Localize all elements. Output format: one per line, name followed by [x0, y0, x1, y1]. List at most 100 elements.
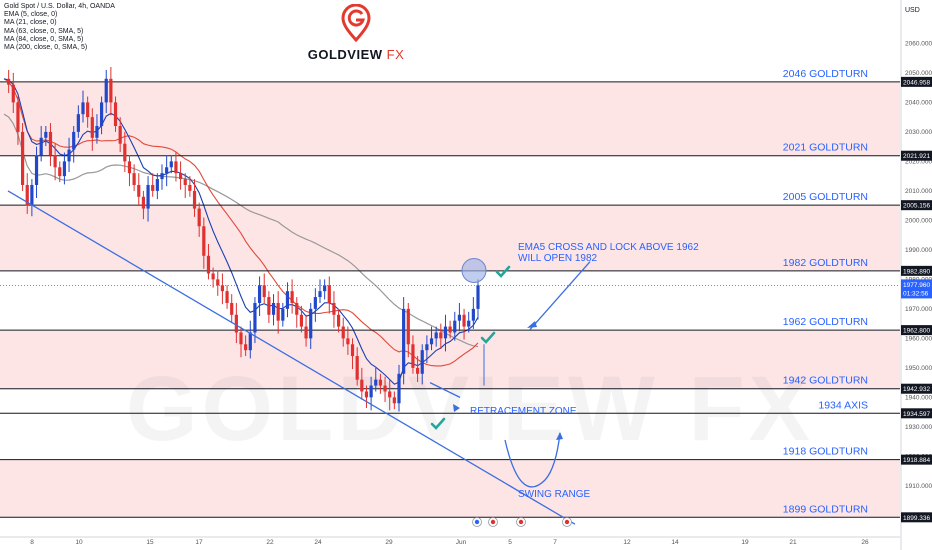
brand-name-suffix: FX — [386, 47, 405, 62]
x-tick-label: 19 — [741, 539, 749, 546]
zone-band-0 — [0, 81, 900, 156]
candle-body — [76, 114, 80, 132]
candle-body — [90, 117, 94, 138]
level-label: 1918 GOLDTURN — [783, 446, 868, 458]
price-tag-label: 1942.932 — [903, 386, 930, 393]
legend-ma63: MA (63, close, 0, SMA, 5) — [4, 27, 84, 35]
candle-body — [160, 173, 164, 180]
current-price-label: 1977.960 — [903, 282, 930, 289]
price-tag-label: 2046.958 — [903, 79, 930, 86]
candle-body — [476, 285, 480, 309]
candle-body — [192, 190, 197, 209]
candle-body — [132, 173, 136, 185]
candle-body — [429, 338, 434, 345]
candle-body — [295, 302, 299, 315]
candle-body — [244, 344, 248, 351]
candle-body — [323, 285, 327, 292]
candle-body — [369, 385, 373, 398]
candle-body — [34, 155, 39, 185]
annotation-text: EMA5 CROSS AND LOCK ABOVE 1962 — [518, 242, 699, 253]
candle-body — [11, 84, 15, 103]
candle-body — [113, 102, 118, 126]
y-tick-label: 2040.000 — [905, 99, 932, 106]
candle-body — [104, 78, 108, 103]
goldview-logo-icon — [341, 3, 371, 43]
candle-body — [364, 391, 369, 398]
event-marker-dot — [490, 519, 496, 525]
price-tag — [901, 383, 932, 394]
annotation-text: WILL OPEN 1982 — [518, 253, 598, 264]
price-tag — [901, 325, 932, 336]
candle-body — [388, 391, 392, 398]
swing-arrowhead — [556, 432, 563, 440]
price-tag-label: 1918.884 — [903, 457, 930, 464]
price-tag-label: 1899.336 — [903, 515, 930, 522]
candle-body — [16, 102, 20, 132]
candle-body — [257, 285, 262, 303]
candle-body — [355, 356, 359, 380]
swing-curve — [504, 432, 561, 488]
candle-body — [123, 143, 127, 162]
candle-body — [336, 314, 341, 327]
x-tick-label: 15 — [146, 539, 154, 546]
candle-body — [411, 344, 415, 368]
candle-body — [271, 302, 276, 315]
level-label: 2021 GOLDTURN — [783, 142, 868, 154]
candle-body — [137, 184, 141, 197]
candle-body — [290, 291, 294, 303]
y-tick-label: 1930.000 — [905, 424, 932, 431]
candle-body — [169, 161, 173, 168]
price-tag — [901, 512, 932, 523]
candle-body — [48, 131, 53, 156]
candle-body — [165, 167, 169, 174]
price-tag — [901, 150, 932, 161]
candle-body — [39, 137, 43, 156]
x-tick-label: 26 — [861, 539, 869, 546]
candle-body — [81, 102, 85, 115]
candle-body — [341, 326, 345, 339]
price-tag-label: 1982.890 — [903, 268, 930, 275]
price-tag — [901, 265, 932, 276]
retracement-arrowhead — [453, 404, 460, 412]
candle-body — [350, 344, 355, 357]
level-label: 1982 GOLDTURN — [783, 257, 868, 269]
level-lines: 2046 GOLDTURN 2021 GOLDTURN 2005 GOLDTURN 1… — [0, 68, 900, 518]
candle-body — [397, 373, 401, 404]
legend-ma84: MA (84, close, 0, SMA, 5) — [4, 35, 84, 43]
price-tag — [901, 200, 932, 211]
candle-body — [118, 125, 122, 144]
candle-body — [239, 332, 243, 345]
candle-body — [448, 326, 452, 333]
candle-body — [220, 285, 225, 292]
candle-body — [304, 326, 308, 339]
x-tick-label: 21 — [789, 539, 797, 546]
candle-body — [406, 308, 410, 345]
y-tick-label: 1990.000 — [905, 247, 932, 254]
candle-body — [462, 314, 466, 327]
legend-title: Gold Spot / U.S. Dollar, 4h, OANDA — [4, 3, 115, 10]
candle-body — [174, 161, 178, 174]
annotation-text: RETRACEMENT ZONE — [470, 406, 577, 417]
candle-body — [95, 125, 99, 138]
y-tick-label: 1950.000 — [905, 365, 932, 372]
candle-body — [72, 131, 76, 150]
candle-body — [53, 155, 57, 168]
candle-body — [383, 385, 387, 392]
price-tag — [901, 454, 932, 465]
candle-body — [183, 179, 187, 185]
candle-body — [392, 397, 396, 404]
brand-name-main: GOLDVIEW — [307, 47, 383, 62]
y-tick-label: 1960.000 — [905, 335, 932, 342]
candle-body — [346, 338, 350, 345]
candlesticks[interactable] — [7, 66, 480, 412]
candle-body — [281, 308, 285, 321]
annotation-arrow — [529, 261, 591, 330]
x-tick-label: 5 — [508, 539, 512, 546]
event-marker-dot — [564, 519, 570, 525]
price-tag-label: 1934.597 — [903, 411, 930, 418]
y-tick-label: 2000.000 — [905, 217, 932, 224]
candle-body — [471, 308, 475, 321]
y-tick-label: 1910.000 — [905, 483, 932, 490]
